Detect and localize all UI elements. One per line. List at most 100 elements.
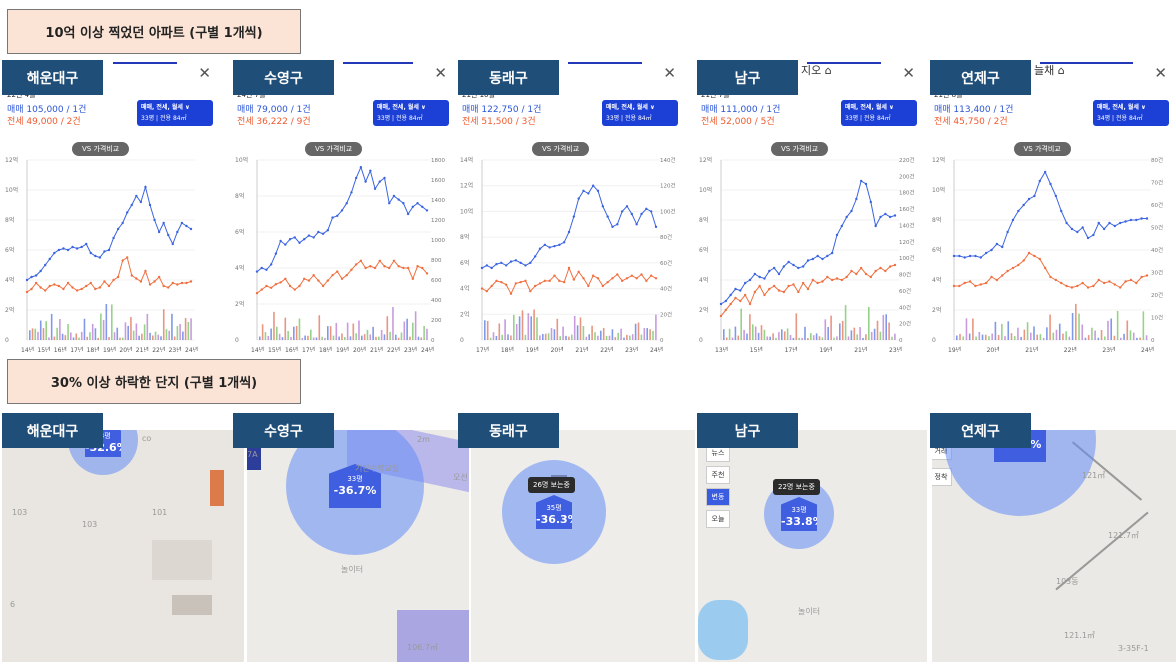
side-button[interactable]: 오늘 — [706, 510, 730, 528]
data-point — [1140, 275, 1143, 279]
vs-compare-button[interactable]: VS 가격비교 — [771, 142, 829, 156]
data-point — [274, 283, 278, 286]
data-point — [279, 281, 282, 284]
volume-bar — [64, 335, 67, 340]
map-view-1[interactable]: 33평 -36.7% 기탄수학교실 오선 놀이터 106.7㎡ 2m 7A — [247, 430, 469, 662]
y-tick-label: 2억 — [932, 306, 941, 314]
y-tick-label: 4억 — [5, 276, 14, 284]
volume-bar — [287, 331, 289, 340]
volume-bar — [1123, 333, 1125, 340]
volume-bar — [341, 333, 343, 340]
vs-compare-button[interactable]: VS 가격비교 — [532, 142, 590, 156]
trade-filter-badge[interactable]: 매매, 전세, 월세 ∨ 33평 | 전용 84㎡ — [373, 100, 449, 126]
trade-filter-badge[interactable]: 매매, 전세, 월세 ∨ 33평 | 전용 84㎡ — [602, 100, 678, 126]
volume-bar — [1075, 303, 1077, 340]
volume-bar — [1097, 337, 1100, 340]
data-point — [139, 280, 143, 283]
volume-bar — [190, 318, 192, 340]
data-point — [107, 284, 111, 288]
data-point — [34, 274, 38, 277]
y-tick-label: 12억 — [932, 156, 945, 164]
map-view-3[interactable]: 뉴스 주천 변동 오늘 33평 -33.8% 22명 보는중 놀이터 — [698, 430, 927, 662]
x-tick-label: 21년 — [370, 346, 383, 352]
vs-compare-button[interactable]: VS 가격비교 — [72, 142, 130, 156]
data-point — [1006, 230, 1009, 234]
side-button[interactable]: 주천 — [706, 466, 730, 484]
vs-compare-button[interactable]: VS 가격비교 — [305, 142, 363, 156]
volume-bar — [801, 337, 803, 340]
complex-pin[interactable]: 33평 -36.7% — [329, 464, 381, 508]
complex-pin[interactable]: 35평 -36.3% — [536, 495, 572, 529]
data-point — [504, 264, 508, 267]
data-point — [144, 185, 147, 189]
close-icon[interactable]: ✕ — [902, 64, 915, 82]
volume-bar — [968, 333, 971, 340]
close-icon[interactable]: ✕ — [434, 64, 447, 82]
volume-bar — [962, 336, 965, 340]
side-button[interactable]: 정착 — [932, 468, 952, 486]
x-tick-label: 15년 — [268, 346, 281, 352]
map-label: 121.1㎡ — [1064, 631, 1095, 640]
data-point — [1027, 197, 1031, 201]
volume-bar — [420, 337, 423, 340]
side-button[interactable]: 변동 — [706, 488, 730, 506]
y-tick-label: 4억 — [699, 276, 708, 284]
data-point — [763, 277, 766, 280]
y-tick-label: 8억 — [5, 216, 14, 224]
trade-filter-badge[interactable]: 매매, 전세, 월세 ∨ 33평 | 전용 84㎡ — [841, 100, 917, 126]
volume-bar — [991, 333, 993, 340]
data-point — [359, 166, 363, 169]
data-point — [625, 205, 629, 208]
volume-bar — [116, 327, 119, 340]
y2-tick-label: 100건 — [660, 208, 676, 215]
data-point — [1081, 226, 1084, 229]
trade-filter-badge[interactable]: 매매, 전세, 월세 ∨ 34평 | 전용 84㎡ — [1093, 100, 1169, 126]
map-district-label-4: 연제구 — [930, 413, 1031, 448]
volume-bar — [984, 334, 987, 340]
data-point — [480, 266, 484, 270]
data-point — [958, 284, 961, 288]
header-line — [1040, 62, 1133, 64]
close-icon[interactable]: ✕ — [663, 64, 676, 82]
trade-filter-badge[interactable]: 매매, 전세, 월세 ∨ 33평 | 전용 84㎡ — [137, 100, 213, 126]
vs-compare-button[interactable]: VS 가격비교 — [1013, 142, 1071, 156]
complex-pin[interactable]: 33평 -33.8% — [781, 497, 817, 531]
volume-bar — [284, 317, 287, 340]
map-view-2[interactable]: 35평 -36.3% 26명 보는중 — [471, 430, 695, 662]
data-point — [753, 290, 757, 294]
volume-bar — [608, 335, 611, 340]
volume-bar — [844, 305, 847, 340]
close-icon[interactable]: ✕ — [198, 64, 211, 82]
y2-tick-label: 70건 — [1151, 180, 1163, 187]
data-point — [326, 279, 330, 282]
data-point — [293, 288, 296, 291]
sale-line — [720, 180, 896, 305]
data-point — [265, 284, 268, 288]
x-tick-label: 23년 — [1102, 346, 1115, 352]
data-point — [1092, 284, 1095, 288]
data-point — [739, 299, 742, 303]
data-point — [850, 269, 853, 273]
volume-bar — [1110, 318, 1112, 340]
map-label: 3-35F-1 — [1118, 644, 1149, 653]
y2-tick-label: 40건 — [899, 304, 911, 311]
volume-bar — [847, 336, 850, 340]
volume-bar — [261, 324, 264, 340]
volume-bar — [162, 309, 165, 340]
volume-bar — [626, 334, 628, 340]
volume-bar — [1136, 337, 1138, 340]
volume-bar — [723, 329, 725, 340]
data-point — [816, 281, 819, 285]
close-icon[interactable]: ✕ — [1154, 64, 1167, 82]
data-point — [98, 256, 102, 259]
volume-bar — [602, 327, 605, 340]
data-point — [288, 238, 292, 241]
data-point — [89, 281, 92, 285]
data-point — [53, 283, 56, 286]
volume-bar — [959, 333, 961, 340]
x-tick-label: 19년 — [819, 346, 832, 352]
y-tick-label: 4억 — [932, 276, 941, 284]
volume-bar — [1145, 335, 1148, 340]
